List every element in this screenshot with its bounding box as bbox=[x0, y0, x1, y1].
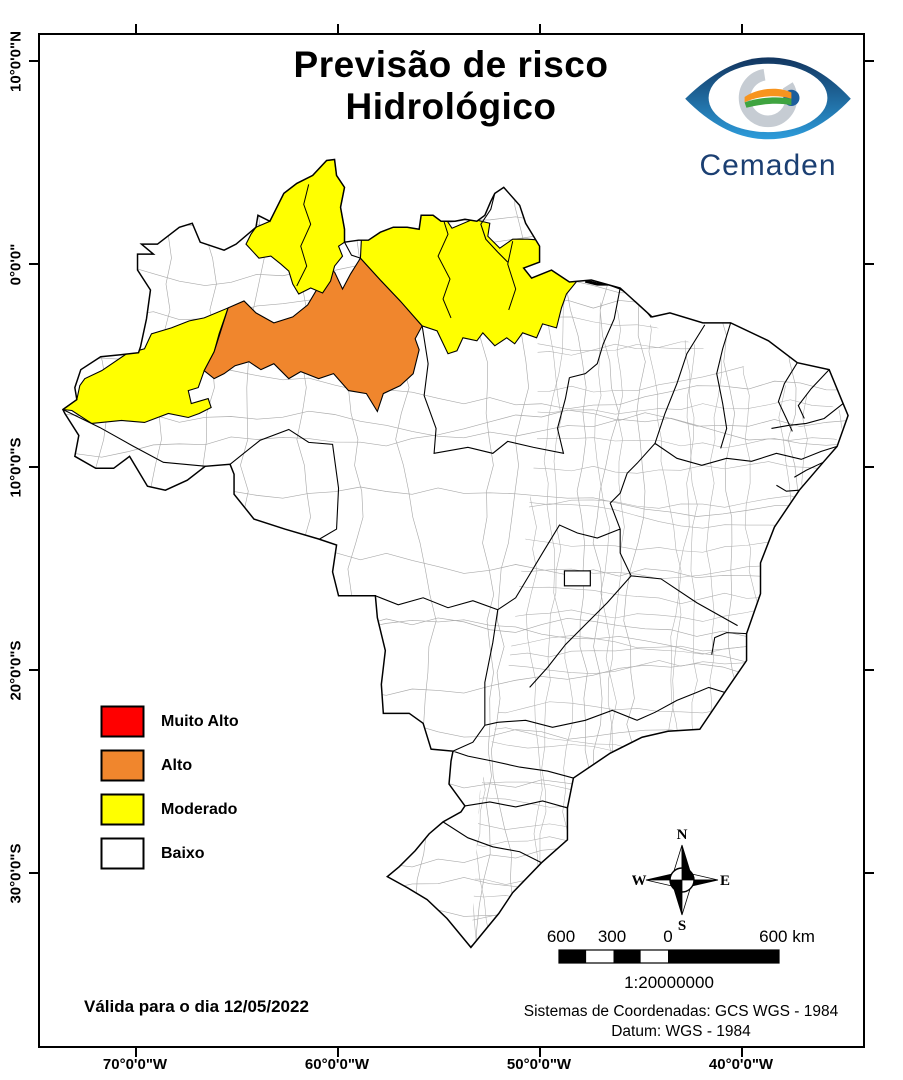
page-title-line2: Hidrológico bbox=[345, 85, 557, 127]
tick-right-10n bbox=[865, 60, 874, 62]
legend-label-baixo: Baixo bbox=[161, 844, 205, 862]
legend-item-baixo: Baixo bbox=[100, 837, 239, 870]
tick-bottom-40w bbox=[741, 1048, 743, 1057]
tick-top-50w bbox=[539, 24, 541, 33]
compass-star-icon bbox=[645, 844, 719, 916]
legend-item-muito-alto: Muito Alto bbox=[100, 705, 239, 738]
legend-item-alto: Alto bbox=[100, 749, 239, 782]
compass-rose: N S W E bbox=[632, 827, 730, 934]
lat-label-10s: 10°0'0"S bbox=[7, 437, 25, 498]
brazil-risk-map bbox=[61, 158, 849, 949]
map-frame bbox=[38, 33, 865, 1048]
scale-ratio: 1:20000000 bbox=[624, 973, 714, 992]
compass-e-label: E bbox=[720, 873, 730, 889]
tick-left-10s bbox=[29, 466, 38, 468]
legend-item-moderado: Moderado bbox=[100, 793, 239, 826]
tick-bottom-50w bbox=[539, 1048, 541, 1057]
scale-bar: 600 300 0 600 km 1:20000000 bbox=[547, 927, 815, 992]
tick-left-0 bbox=[29, 263, 38, 265]
tick-top-70w bbox=[135, 24, 137, 33]
tick-right-20s bbox=[865, 669, 874, 671]
lat-label-20s: 20°0'0"S bbox=[7, 640, 25, 701]
legend-label-alto: Alto bbox=[161, 756, 193, 774]
tick-bottom-60w bbox=[337, 1048, 339, 1057]
legend-label-moderado: Moderado bbox=[161, 800, 238, 818]
lon-label-40w: 40°0'0"W bbox=[708, 1056, 774, 1073]
tick-left-10n bbox=[29, 60, 38, 62]
tick-top-60w bbox=[337, 24, 339, 33]
scale-label-600-left: 600 bbox=[547, 927, 575, 946]
cemaden-wordmark: Cemaden bbox=[699, 149, 837, 182]
legend-swatch-moderado bbox=[100, 793, 145, 826]
tick-top-40w bbox=[741, 24, 743, 33]
risk-region-alto-central-amazonas bbox=[203, 257, 423, 413]
cemaden-eye-icon bbox=[685, 57, 851, 140]
coordinate-system-line2: Datum: WGS - 1984 bbox=[611, 1023, 751, 1040]
legend-swatch-alto bbox=[100, 749, 145, 782]
lat-label-30s: 30°0'0"S bbox=[7, 843, 25, 904]
tick-left-30s bbox=[29, 872, 38, 874]
scale-bar-segments bbox=[558, 949, 780, 964]
tick-left-20s bbox=[29, 669, 38, 671]
legend-label-muito-alto: Muito Alto bbox=[161, 712, 239, 730]
tick-right-10s bbox=[865, 466, 874, 468]
coordinate-system-note: Sistemas de Coordenadas: GCS WGS - 1984 … bbox=[495, 1002, 867, 1042]
scale-label-600-right: 600 km bbox=[759, 927, 815, 946]
compass-w-label: W bbox=[632, 873, 647, 889]
legend-swatch-muito-alto bbox=[100, 705, 145, 738]
brazil-outline bbox=[61, 158, 849, 949]
lon-label-70w: 70°0'0"W bbox=[102, 1056, 168, 1073]
tick-right-0 bbox=[865, 263, 874, 265]
state-borders bbox=[62, 193, 844, 864]
lon-label-50w: 50°0'0"W bbox=[506, 1056, 572, 1073]
page-title: Previsão de risco Hidrológico bbox=[161, 44, 741, 128]
risk-legend: Muito Alto Alto Moderado Baixo bbox=[100, 705, 239, 881]
cemaden-logo: Cemaden bbox=[672, 50, 864, 183]
page-title-line1: Previsão de risco bbox=[293, 44, 609, 85]
compass-s-label: S bbox=[678, 918, 686, 934]
lon-label-60w: 60°0'0"W bbox=[304, 1056, 370, 1073]
compass-n-label: N bbox=[677, 827, 688, 843]
scale-label-300: 300 bbox=[598, 927, 626, 946]
distrito-federal-box bbox=[563, 570, 591, 587]
tick-right-30s bbox=[865, 872, 874, 874]
validity-note: Válida para o dia 12/05/2022 bbox=[84, 997, 309, 1016]
risk-region-moderado-north-para bbox=[359, 212, 581, 355]
scale-label-0: 0 bbox=[663, 927, 672, 946]
river-lines bbox=[296, 184, 517, 319]
coordinate-system-line1: Sistemas de Coordenadas: GCS WGS - 1984 bbox=[523, 1003, 839, 1020]
lat-label-10n: 10°0'0"N bbox=[7, 31, 25, 92]
tick-bottom-70w bbox=[135, 1048, 137, 1057]
legend-swatch-baixo bbox=[100, 837, 145, 870]
lat-label-0: 0°0'0" bbox=[7, 243, 25, 286]
